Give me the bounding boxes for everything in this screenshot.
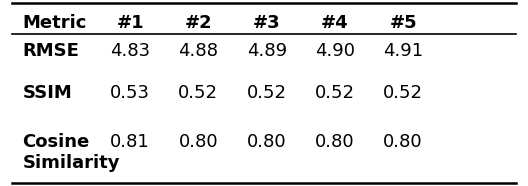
Text: 0.80: 0.80 <box>247 133 286 151</box>
Text: 0.52: 0.52 <box>178 84 219 102</box>
Text: SSIM: SSIM <box>22 84 72 102</box>
Text: 0.52: 0.52 <box>315 84 355 102</box>
Text: #3: #3 <box>253 14 280 32</box>
Text: 4.90: 4.90 <box>315 42 355 60</box>
Text: 0.80: 0.80 <box>383 133 423 151</box>
Text: 0.80: 0.80 <box>178 133 218 151</box>
Text: 4.91: 4.91 <box>383 42 423 60</box>
Text: #2: #2 <box>184 14 212 32</box>
Text: #1: #1 <box>116 14 144 32</box>
Text: RMSE: RMSE <box>22 42 79 60</box>
Text: 4.83: 4.83 <box>110 42 150 60</box>
Text: 0.52: 0.52 <box>247 84 287 102</box>
Text: 4.89: 4.89 <box>247 42 287 60</box>
Text: 0.53: 0.53 <box>110 84 150 102</box>
Text: Metric: Metric <box>22 14 87 32</box>
Text: 4.88: 4.88 <box>178 42 219 60</box>
Text: 0.52: 0.52 <box>383 84 423 102</box>
Text: #5: #5 <box>389 14 417 32</box>
Text: 0.81: 0.81 <box>110 133 150 151</box>
Text: 0.80: 0.80 <box>315 133 355 151</box>
Text: #4: #4 <box>321 14 348 32</box>
Text: Cosine
Similarity: Cosine Similarity <box>22 133 120 172</box>
